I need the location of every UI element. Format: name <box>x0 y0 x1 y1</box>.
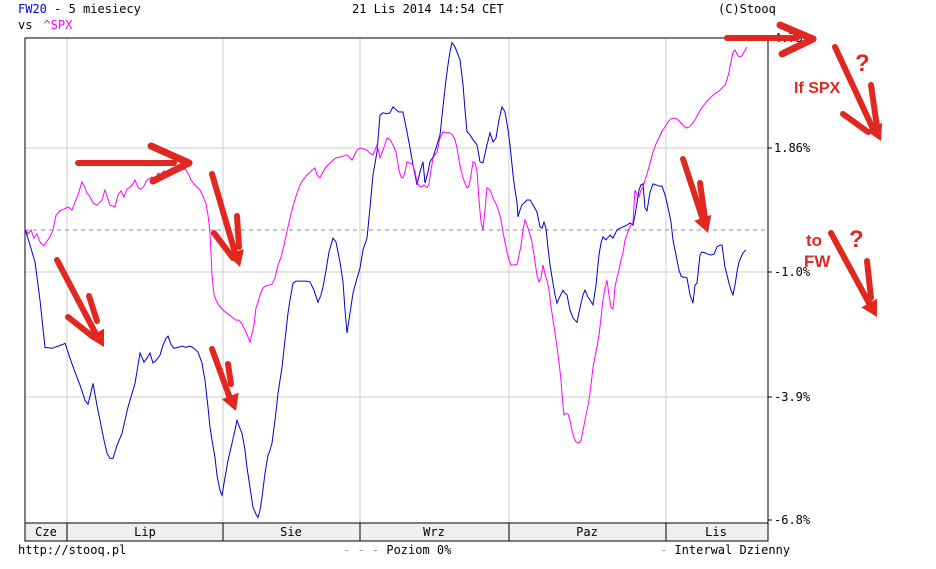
interval-legend: - Interwal Dzienny <box>660 544 790 557</box>
fw20-series-line <box>24 41 747 519</box>
red-arrow-down-3-head <box>221 392 239 411</box>
red-arrow-down-4-stroke <box>680 156 706 223</box>
datetime-label: 21 Lis 2014 14:54 CET <box>352 2 504 16</box>
x-axis-month-label: Wrz <box>423 525 445 539</box>
spx-series-line <box>24 46 748 444</box>
compare-line: vs ^SPX <box>18 19 72 32</box>
interval-line-sample: - <box>660 543 675 557</box>
red-arrow-down-3-stroke <box>209 346 234 404</box>
red-arrow-down-1-head <box>88 328 105 347</box>
zero-level-legend-label: Poziom 0% <box>386 543 452 557</box>
period-label: - 5 miesiecy <box>46 2 141 16</box>
red-arrow-to-fw-head <box>861 298 878 317</box>
x-axis-month-label: Sie <box>280 525 302 539</box>
x-axis-month-label: Lis <box>705 525 727 539</box>
x-axis-month-label: Cze <box>35 525 57 539</box>
site-url: http://stooq.pl <box>18 543 127 557</box>
red-arrow-flat-left-head <box>147 142 193 167</box>
red-arrow-down-1-stroke <box>86 293 100 324</box>
red-arrow-down-3-stroke <box>225 361 234 387</box>
red-arrow-flat-top-right-head <box>778 35 817 58</box>
annotation-text-question-top: ? <box>855 50 870 77</box>
y-axis-tick-label: -1.0% <box>774 265 811 279</box>
red-arrow-to-fw-stroke <box>828 230 873 308</box>
vs-label: vs <box>18 18 33 32</box>
red-arrow-down-1-stroke <box>65 314 95 339</box>
red-arrow-down-2-head <box>226 249 244 267</box>
red-arrow-flat-left-head <box>149 159 193 185</box>
annotation-text-question-bottom: ? <box>849 226 864 253</box>
copyright-label: (C)Stooq <box>718 2 776 16</box>
interval-legend-label: Interwal Dzienny <box>674 543 791 557</box>
red-arrow-if-spx-stroke <box>832 44 877 134</box>
red-arrow-if-spx-head <box>865 122 883 141</box>
red-arrow-down-4-head <box>694 214 712 233</box>
annotation-text-fw: FW <box>804 252 831 271</box>
red-arrow-down-4-stroke <box>697 180 708 221</box>
y-axis-tick-label: -3.9% <box>774 390 811 404</box>
red-arrow-if-spx-stroke <box>840 111 871 135</box>
chart-frame <box>24 37 769 524</box>
zero-level-legend: - - - Poziom 0% <box>343 544 451 557</box>
y-axis-tick-label: -6.8% <box>774 513 811 527</box>
x-axis-month-label: Lip <box>134 525 156 539</box>
red-arrow-down-2-stroke <box>234 213 242 250</box>
annotation-text-if-spx: If SPX <box>794 80 841 97</box>
red-arrow-flat-top-right-head <box>776 21 817 43</box>
dashed-line-sample: - - - <box>343 543 387 557</box>
red-arrow-to-fw-stroke <box>864 258 874 301</box>
main-symbol-label: FW20 <box>18 2 47 16</box>
red-arrow-if-spx-stroke <box>868 82 880 130</box>
annotation-text-to: to <box>806 231 823 250</box>
red-arrow-down-1-stroke <box>54 257 101 341</box>
x-axis-month-label: Paz <box>576 525 598 539</box>
y-axis-tick-label: 1.86% <box>774 141 811 155</box>
red-arrow-down-2-stroke <box>209 171 239 259</box>
chart-title: FW20 - 5 miesiecy <box>18 3 141 16</box>
compare-symbol-label: ^SPX <box>43 18 73 32</box>
